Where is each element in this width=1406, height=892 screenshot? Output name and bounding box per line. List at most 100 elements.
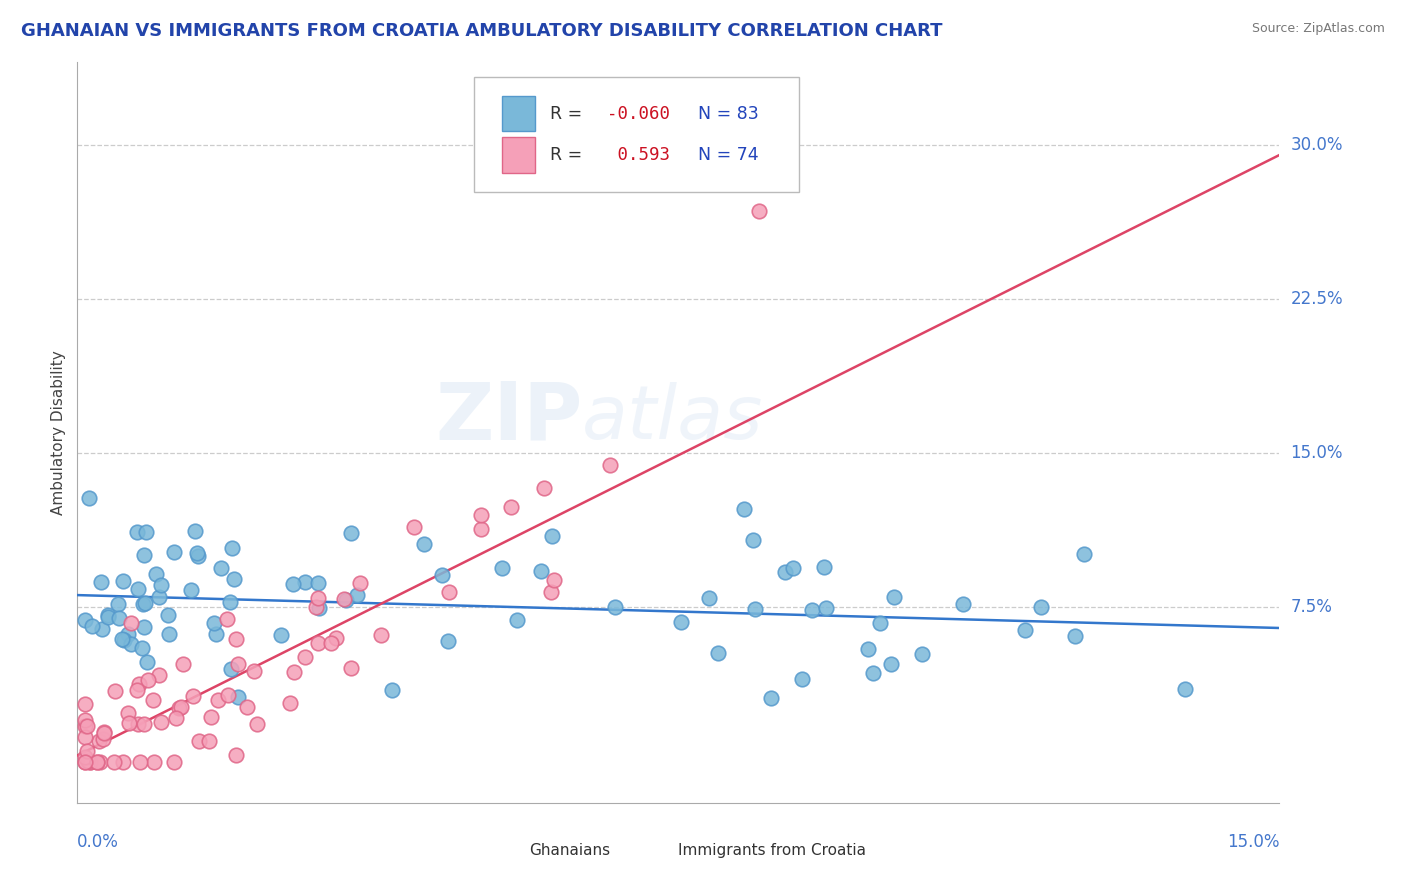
Point [733, 502, 755, 516]
Point [97, 610, 120, 624]
Point [132, 597, 155, 611]
Text: ZIP: ZIP [434, 379, 582, 457]
Point [228, 690, 250, 704]
Point [605, 600, 627, 615]
Point [120, 615, 142, 630]
Point [856, 642, 879, 657]
Point [1174, 682, 1197, 697]
Point [294, 650, 316, 665]
Point [543, 573, 565, 587]
FancyBboxPatch shape [502, 137, 536, 173]
Point [236, 699, 259, 714]
Point [207, 693, 229, 707]
Point [93, 724, 115, 739]
Point [134, 548, 156, 562]
Point [744, 602, 766, 616]
Text: 30.0%: 30.0% [1291, 136, 1343, 153]
Point [89, 574, 111, 589]
Point [294, 574, 316, 589]
Point [75, 749, 97, 764]
Point [202, 616, 225, 631]
Point [501, 500, 523, 515]
FancyBboxPatch shape [492, 838, 522, 864]
Point [167, 701, 190, 715]
Point [75, 614, 97, 628]
Point [242, 665, 264, 679]
Point [340, 525, 363, 540]
Point [1014, 623, 1036, 637]
Text: atlas: atlas [582, 382, 763, 454]
Point [135, 655, 157, 669]
Text: 15.0%: 15.0% [1291, 444, 1343, 462]
Point [814, 601, 837, 615]
Point [346, 589, 368, 603]
Text: GHANAIAN VS IMMIGRANTS FROM CROATIA AMBULATORY DISABILITY CORRELATION CHART: GHANAIAN VS IMMIGRANTS FROM CROATIA AMBU… [21, 22, 942, 40]
Text: Source: ZipAtlas.com: Source: ZipAtlas.com [1251, 22, 1385, 36]
Text: 7.5%: 7.5% [1291, 599, 1333, 616]
Point [132, 620, 155, 634]
Point [75, 697, 97, 711]
Point [76, 744, 98, 758]
Point [181, 689, 204, 703]
Point [90, 622, 112, 636]
Point [470, 522, 492, 536]
Point [118, 716, 141, 731]
Point [1063, 629, 1085, 643]
Point [127, 682, 149, 697]
Point [157, 608, 180, 623]
Point [157, 627, 180, 641]
Point [270, 628, 292, 642]
Point [170, 699, 193, 714]
Text: Immigrants from Croatia: Immigrants from Croatia [679, 844, 866, 858]
Point [671, 615, 693, 630]
Point [112, 633, 135, 648]
Point [215, 612, 238, 626]
Point [112, 755, 135, 769]
Point [773, 565, 796, 579]
Point [333, 591, 356, 606]
Text: 22.5%: 22.5% [1291, 290, 1343, 308]
Text: -0.060: -0.060 [607, 104, 671, 122]
Point [145, 567, 167, 582]
Point [111, 632, 134, 646]
Point [128, 676, 150, 690]
Text: 0.0%: 0.0% [77, 833, 120, 851]
FancyBboxPatch shape [474, 78, 799, 192]
Point [911, 648, 934, 662]
Point [437, 584, 460, 599]
Point [759, 690, 782, 705]
Point [165, 711, 187, 725]
Point [75, 755, 97, 769]
Point [75, 755, 97, 769]
Point [86, 755, 108, 769]
Point [283, 665, 305, 680]
Point [748, 203, 770, 218]
Point [349, 575, 371, 590]
Text: N = 74: N = 74 [697, 146, 758, 164]
Point [381, 683, 404, 698]
Point [79, 755, 101, 769]
Point [404, 520, 426, 534]
Point [813, 560, 835, 574]
FancyBboxPatch shape [502, 95, 536, 131]
Point [79, 755, 101, 769]
Point [150, 577, 173, 591]
Point [117, 627, 139, 641]
Point [186, 546, 208, 560]
Point [205, 627, 228, 641]
Point [129, 755, 152, 769]
Point [187, 549, 209, 563]
Text: 15.0%: 15.0% [1227, 833, 1279, 851]
Point [305, 600, 328, 615]
Point [221, 541, 243, 555]
Point [246, 717, 269, 731]
Point [82, 619, 104, 633]
Point [883, 590, 905, 604]
Point [540, 584, 562, 599]
Text: 0.593: 0.593 [607, 146, 671, 164]
Point [136, 673, 159, 687]
Point [134, 716, 156, 731]
Point [308, 600, 330, 615]
Point [741, 533, 763, 548]
Point [599, 458, 621, 472]
